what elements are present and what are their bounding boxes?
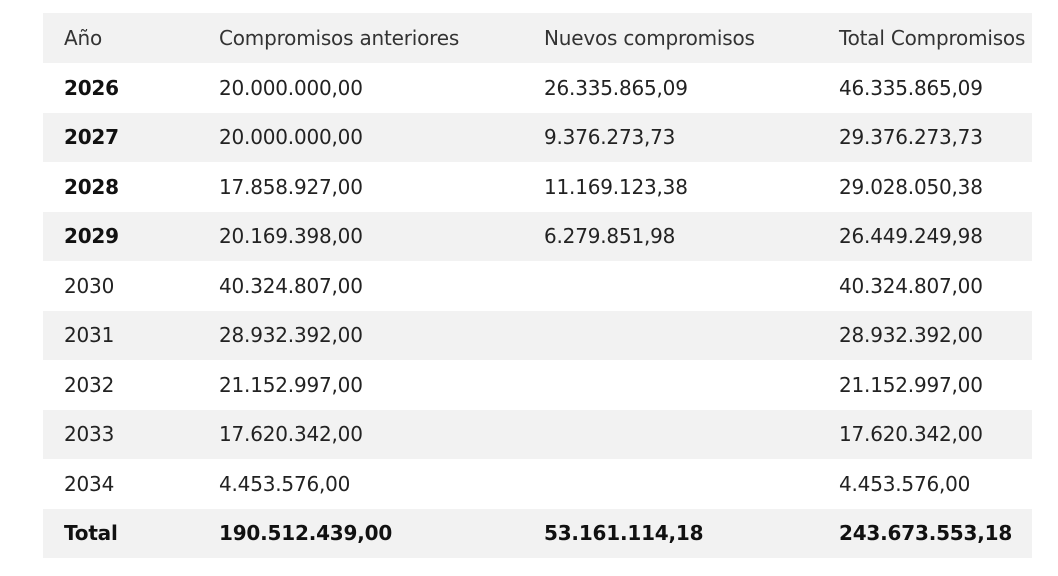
previous-commitments-cell: 17.620.342,00 [219, 422, 363, 447]
previous-commitments-cell: 4.453.576,00 [219, 471, 351, 496]
new-commitments-cell: 26.335.865,09 [544, 75, 688, 100]
total-commitments-cell: 21.152.997,00 [839, 372, 983, 397]
total-label: Total [64, 521, 118, 546]
table-row: 2034 4.453.576,00 4.453.576,00 [43, 459, 1032, 509]
commitments-table-container: Año Compromisos anteriores Nuevos compro… [43, 13, 1032, 558]
header-total-commitments: Total Compromisos [839, 26, 1026, 50]
total-new-commitments: 53.161.114,18 [544, 521, 704, 546]
previous-commitments-cell: 20.000.000,00 [219, 75, 363, 100]
table-row: 2031 28.932.392,00 28.932.392,00 [43, 310, 1032, 361]
year-cell: 2031 [64, 323, 115, 348]
year-cell: 2033 [64, 422, 115, 447]
new-commitments-cell: 9.376.273,73 [544, 125, 676, 150]
total-commitments-cell: 40.324.807,00 [839, 273, 983, 298]
new-commitments-cell [523, 410, 818, 460]
new-commitments-cell [523, 261, 818, 311]
commitments-table: Año Compromisos anteriores Nuevos compro… [43, 13, 1032, 558]
table-row: 2030 40.324.807,00 40.324.807,00 [43, 261, 1032, 311]
previous-commitments-cell: 28.932.392,00 [219, 323, 363, 348]
table-row: 2033 17.620.342,00 17.620.342,00 [43, 409, 1032, 460]
total-commitments-cell: 28.932.392,00 [839, 323, 983, 348]
header-row: Año Compromisos anteriores Nuevos compro… [43, 13, 1032, 63]
grand-total-commitments: 243.673.553,18 [839, 521, 1013, 546]
table-body: 2026 20.000.000,00 26.335.865,09 46.335.… [43, 63, 1032, 558]
year-cell: 2032 [64, 372, 115, 397]
total-commitments-cell: 26.449.249,98 [839, 224, 983, 249]
year-cell: 2026 [64, 75, 119, 100]
table-row: 2028 17.858.927,00 11.169.123,38 29.028.… [43, 162, 1032, 212]
new-commitments-cell: 6.279.851,98 [544, 224, 676, 249]
year-cell: 2028 [64, 174, 119, 199]
previous-commitments-cell: 21.152.997,00 [219, 372, 363, 397]
table-row: 2029 20.169.398,00 6.279.851,98 26.449.2… [43, 211, 1032, 261]
header-year: Año [64, 26, 102, 50]
total-commitments-cell: 17.620.342,00 [839, 422, 983, 447]
header-new-commitments: Nuevos compromisos [544, 26, 755, 50]
total-commitments-cell: 29.028.050,38 [839, 174, 983, 199]
table-row: 2032 21.152.997,00 21.152.997,00 [43, 360, 1032, 410]
new-commitments-cell [523, 360, 818, 410]
year-cell: 2034 [64, 471, 115, 496]
table-row: 2027 20.000.000,00 9.376.273,73 29.376.2… [43, 112, 1032, 162]
total-previous-commitments: 190.512.439,00 [219, 521, 393, 546]
table-header: Año Compromisos anteriores Nuevos compro… [43, 13, 1032, 63]
new-commitments-cell [523, 459, 818, 509]
year-cell: 2030 [64, 273, 115, 298]
previous-commitments-cell: 40.324.807,00 [219, 273, 363, 298]
header-previous-commitments: Compromisos anteriores [219, 26, 460, 50]
year-cell: 2029 [64, 224, 119, 249]
previous-commitments-cell: 17.858.927,00 [219, 174, 363, 199]
total-commitments-cell: 29.376.273,73 [839, 125, 983, 150]
new-commitments-cell [523, 311, 818, 361]
total-row: Total 190.512.439,00 53.161.114,18 243.6… [43, 508, 1032, 558]
new-commitments-cell: 11.169.123,38 [544, 174, 688, 199]
table-row: 2026 20.000.000,00 26.335.865,09 46.335.… [43, 63, 1032, 113]
previous-commitments-cell: 20.169.398,00 [219, 224, 363, 249]
year-cell: 2027 [64, 125, 119, 150]
total-commitments-cell: 4.453.576,00 [839, 471, 971, 496]
total-commitments-cell: 46.335.865,09 [839, 75, 983, 100]
previous-commitments-cell: 20.000.000,00 [219, 125, 363, 150]
